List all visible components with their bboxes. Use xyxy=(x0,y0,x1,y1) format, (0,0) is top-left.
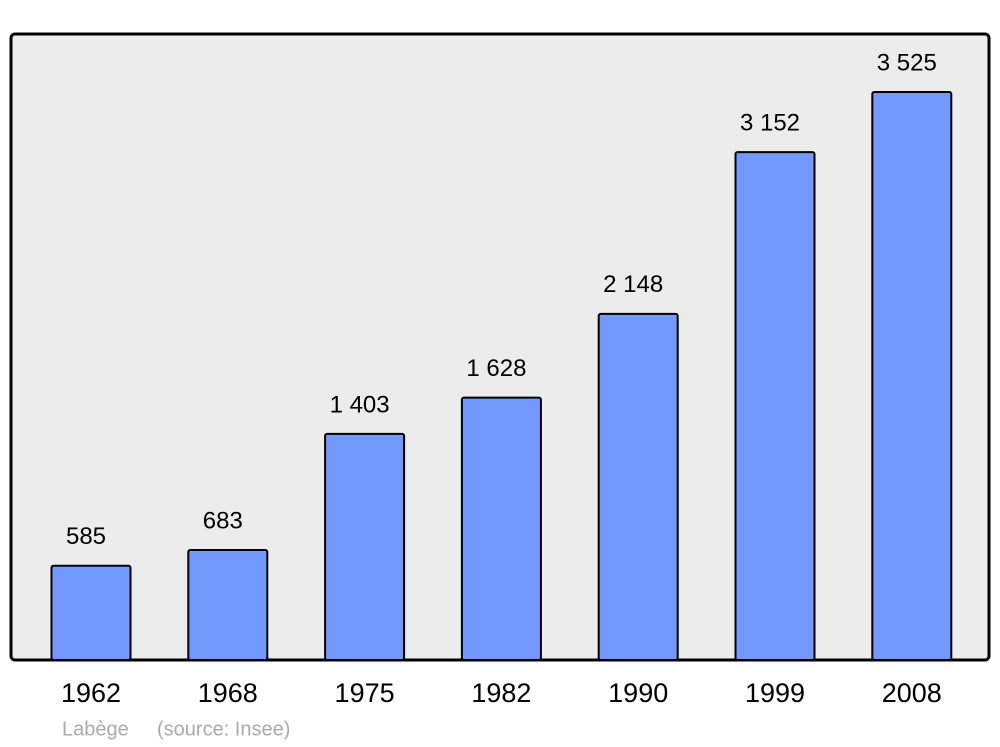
bar xyxy=(50,564,132,661)
bar xyxy=(460,396,542,661)
bar xyxy=(324,432,406,661)
bar xyxy=(871,91,953,661)
x-tick-label: 1982 xyxy=(471,678,531,708)
x-tick-label: 1990 xyxy=(608,678,668,708)
bar xyxy=(597,312,679,661)
value-label: 3 152 xyxy=(740,109,800,136)
value-label: 3 525 xyxy=(877,49,937,76)
value-label: 683 xyxy=(203,507,243,534)
place-label: Labège xyxy=(62,718,129,740)
value-label: 585 xyxy=(66,523,106,550)
bars: 585 1962 683 1968 1 403 1975 1 628 1982 2 148 199… xyxy=(50,49,953,708)
source-label: (source: Insee) xyxy=(157,718,290,740)
x-tick-label: 1962 xyxy=(61,678,121,708)
value-label: 1 628 xyxy=(466,355,526,382)
x-tick-label: 1968 xyxy=(198,678,258,708)
x-tick-label: 1999 xyxy=(745,678,805,708)
value-label: 2 148 xyxy=(603,271,663,298)
value-label: 1 403 xyxy=(330,391,390,418)
bar xyxy=(734,151,816,661)
x-tick-label: 1975 xyxy=(335,678,395,708)
bar xyxy=(187,548,269,661)
x-tick-label: 2008 xyxy=(882,678,942,708)
